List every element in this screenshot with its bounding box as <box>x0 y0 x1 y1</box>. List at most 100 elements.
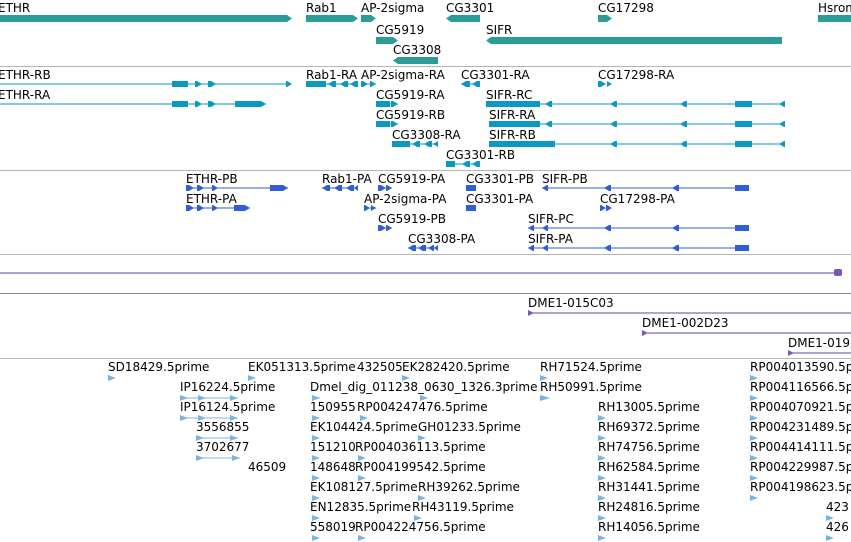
gene-glyph <box>598 15 612 22</box>
est-block <box>750 415 758 421</box>
est-glyph <box>750 415 758 421</box>
est-block <box>198 415 206 421</box>
sequence-span <box>0 269 842 276</box>
est-glyph <box>750 495 758 501</box>
gene-label: Rab1 <box>306 1 337 15</box>
clone-label: DME1-015C03 <box>528 296 614 310</box>
est-glyph <box>358 535 366 541</box>
est-label: RH13005.5prime <box>598 400 700 414</box>
exon-block <box>779 121 785 127</box>
est-glyph <box>248 375 256 381</box>
gene-label: CG17298 <box>598 1 654 15</box>
exon-block <box>610 141 617 147</box>
est-block <box>196 435 204 441</box>
exon-block <box>197 205 204 211</box>
exon-block <box>542 185 548 191</box>
protein-label: CG17298-PA <box>600 192 675 206</box>
est-glyph <box>598 435 606 441</box>
est-block <box>750 475 758 481</box>
est-label: RP004414111.5p <box>750 440 851 454</box>
est-block <box>826 515 834 521</box>
exon-block <box>486 37 782 44</box>
exon-block <box>334 185 342 191</box>
est-block <box>180 395 188 401</box>
protein-glyph <box>186 205 250 211</box>
est-glyph <box>598 455 606 461</box>
exon-block <box>212 185 218 191</box>
est-label: GH01233.5prime <box>418 420 521 434</box>
transcript-glyph <box>392 141 438 147</box>
est-glyph <box>750 395 758 401</box>
est-glyph <box>598 415 606 421</box>
est-label: 432505 <box>357 360 403 374</box>
est-glyph <box>540 375 548 381</box>
track-divider <box>0 254 851 255</box>
est-glyph <box>598 535 606 541</box>
protein-label: ETHR-PA <box>186 192 237 206</box>
gene-label: CG3308 <box>393 43 442 57</box>
est-block <box>598 415 606 421</box>
est-block <box>312 495 320 501</box>
transcript-glyph <box>486 101 785 107</box>
exon-block <box>386 225 392 231</box>
est-block <box>108 375 116 381</box>
transcript-track: ETHR-RB ETHR-RA Rab1-RA AP-2sigma-RA CG3301-… <box>0 67 851 170</box>
protein-label: AP-2sigma-PA <box>364 192 447 206</box>
exon-block <box>376 101 390 107</box>
transcript-label: ETHR-RA <box>0 88 51 102</box>
est-glyph <box>180 415 238 421</box>
est-block <box>750 455 758 461</box>
gene-glyph <box>446 15 480 22</box>
protein-glyph <box>528 245 749 251</box>
est-block <box>360 415 368 421</box>
est-block <box>826 535 834 541</box>
transcript-label: CG3301-RB <box>446 148 516 162</box>
exon-block <box>378 185 386 191</box>
est-glyph <box>826 535 834 541</box>
est-glyph <box>598 495 606 501</box>
est-block <box>198 395 206 401</box>
est-glyph <box>312 435 320 441</box>
est-label: RH31441.5prime <box>598 480 700 494</box>
exon-block <box>270 185 288 191</box>
est-label: RP004070921.5p <box>750 400 851 414</box>
exon-block <box>472 81 480 87</box>
protein-label: CG3308-PA <box>408 232 476 246</box>
est-block <box>598 535 606 541</box>
est-label: EK108127.5prime <box>310 480 418 494</box>
exon-block <box>610 101 617 107</box>
protein-label: SIFR-PB <box>542 172 588 186</box>
exon-block <box>528 245 534 251</box>
gene-label: SIFR <box>486 23 513 37</box>
exon-block <box>680 121 687 127</box>
clone-start-marker <box>528 310 534 316</box>
exon-block <box>607 81 612 87</box>
exon-block <box>672 225 679 231</box>
transcript-label: ETHR-RB <box>0 68 51 82</box>
exon-block <box>195 81 202 87</box>
est-block <box>248 375 256 381</box>
clone-start-marker <box>788 350 794 356</box>
protein-label: CG5919-PB <box>378 212 447 226</box>
exon-block <box>186 185 194 191</box>
est-glyph <box>108 375 116 381</box>
est-block <box>358 455 366 461</box>
exon-block <box>434 245 438 251</box>
est-glyph <box>312 415 320 421</box>
est-block <box>598 435 606 441</box>
exon-block <box>542 245 548 251</box>
exon-block <box>376 37 398 44</box>
est-label: Dmel_dig_011238_0630_1326.3prime <box>310 380 538 394</box>
exon-block <box>672 185 679 191</box>
exon-block <box>235 101 266 107</box>
transcript-glyph <box>489 141 785 147</box>
clone-glyph <box>788 350 851 356</box>
est-label: RP004231489.5p <box>750 420 851 434</box>
exon-block <box>212 205 218 211</box>
exon-block <box>610 121 617 127</box>
est-block <box>598 475 606 481</box>
est-label: RH39262.5prime <box>418 480 520 494</box>
est-glyph <box>312 515 320 521</box>
exon-block <box>735 245 749 251</box>
transcript-glyph <box>376 101 398 107</box>
